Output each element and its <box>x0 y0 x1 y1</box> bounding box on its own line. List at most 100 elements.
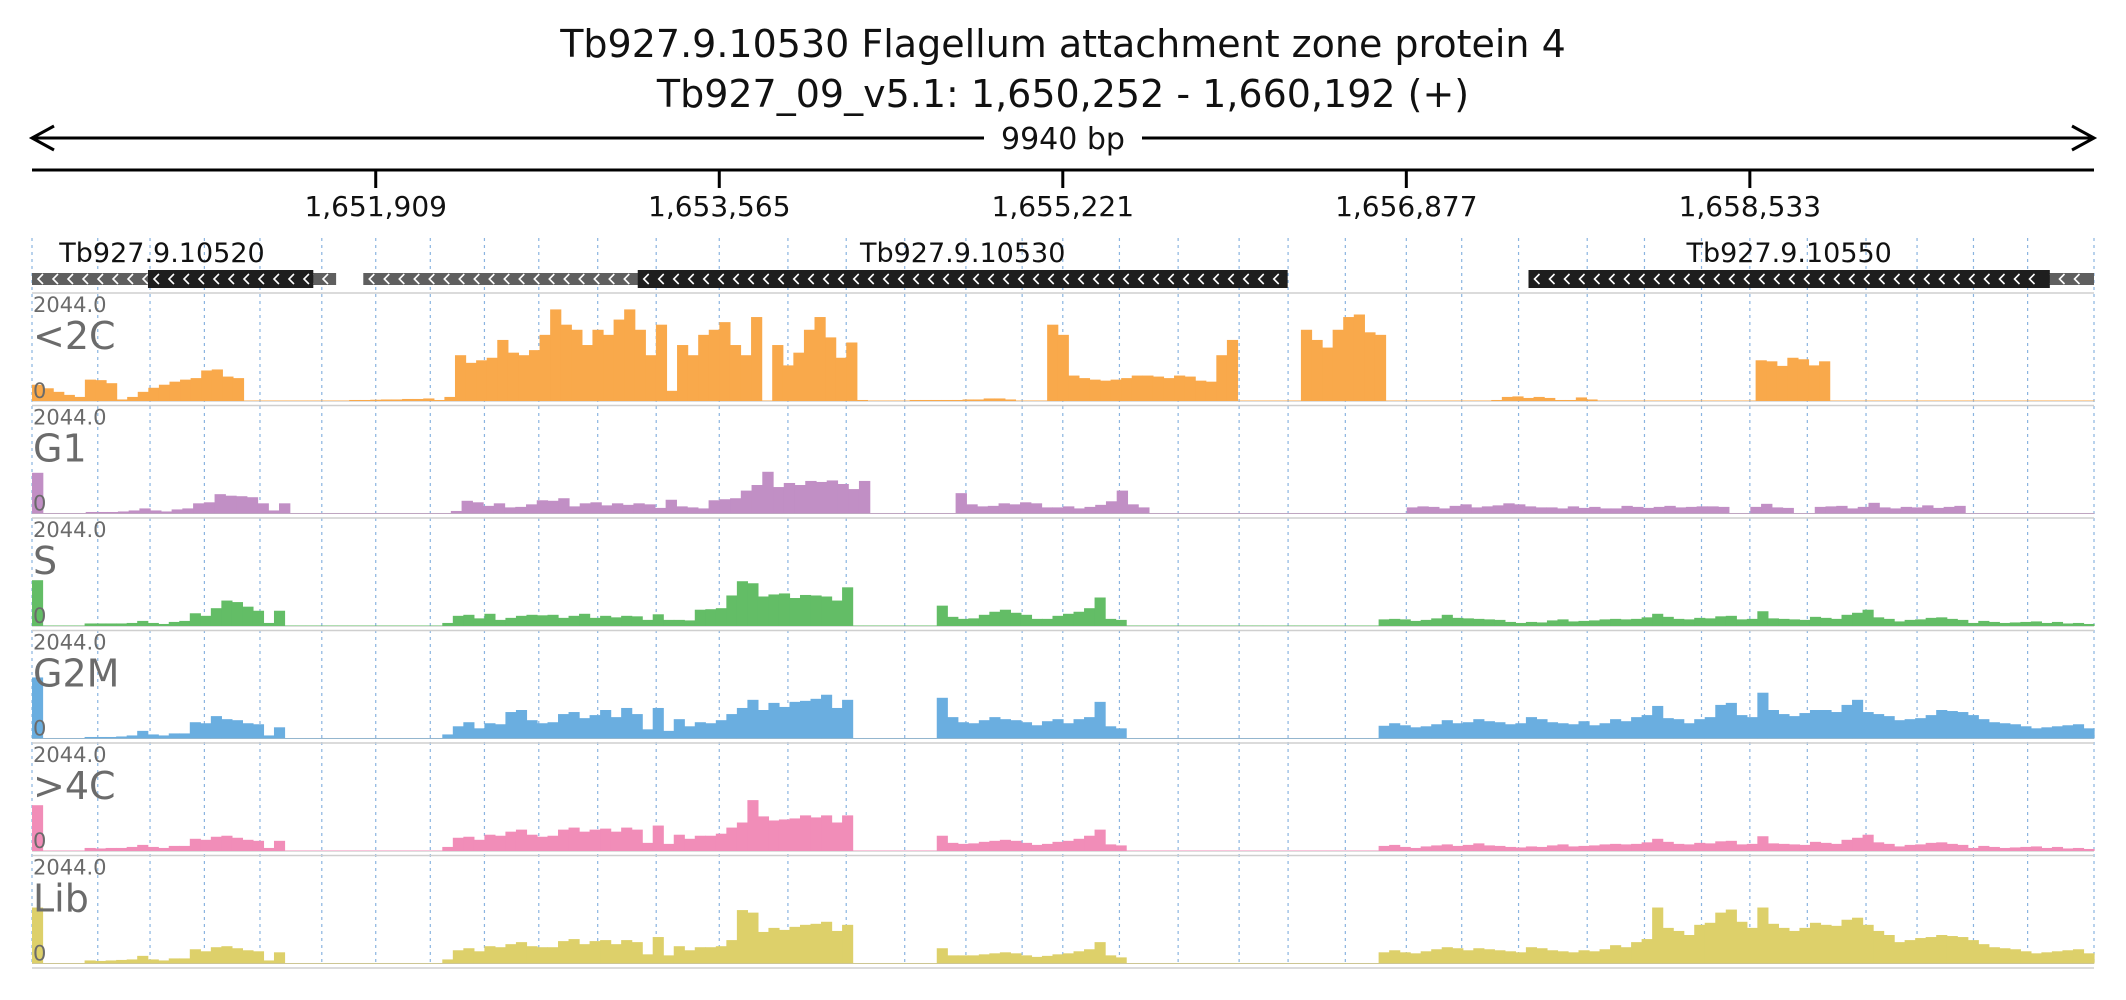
coverage-bar <box>877 400 890 401</box>
coverage-bar <box>947 955 959 964</box>
coverage-bar <box>867 400 879 401</box>
coverage-bar <box>1483 845 1495 851</box>
coverage-bar <box>558 617 570 626</box>
coverage-bar <box>32 580 44 626</box>
coverage-bar <box>1578 620 1590 626</box>
coverage-bar <box>472 502 484 514</box>
strand-chevron <box>257 273 265 285</box>
coverage-bar <box>842 699 854 739</box>
coverage-bar <box>2019 400 2032 401</box>
coverage-bar <box>1557 619 1569 626</box>
coverage-bar <box>1241 962 1253 964</box>
coverage-bar <box>2041 400 2053 401</box>
coverage-bar <box>2051 846 2064 851</box>
coverage-bar <box>715 946 727 964</box>
coverage-bar <box>1883 935 1895 964</box>
coverage-bar <box>2029 512 2041 514</box>
coverage-bar <box>1336 625 1348 626</box>
coverage-bar <box>642 842 654 851</box>
coverage-bar <box>1936 935 1948 964</box>
coverage-bar <box>1357 850 1369 851</box>
strand-chevron <box>2073 273 2081 285</box>
coverage-bar <box>676 506 688 514</box>
coverage-bar <box>484 834 496 851</box>
coverage-bar <box>645 355 657 401</box>
gene-cds <box>637 270 1288 288</box>
coverage-bar <box>64 512 76 514</box>
coverage-bar <box>150 510 162 514</box>
coverage-bar <box>1914 400 1926 401</box>
coverage-bar <box>1894 846 1906 851</box>
coverage-bar <box>254 400 266 401</box>
coverage-bar <box>1879 507 1891 514</box>
coverage-bar <box>1852 837 1864 851</box>
coverage-bar <box>1999 948 2011 964</box>
strand-chevron <box>443 273 450 285</box>
coverage-bar <box>558 829 570 851</box>
coverage-bar <box>1704 717 1716 739</box>
coverage-bar <box>1515 723 1527 739</box>
coverage-bar <box>273 727 286 739</box>
coverage-bar <box>968 723 980 739</box>
coverage-bar <box>1304 962 1317 964</box>
coverage-bar <box>1020 955 1033 964</box>
coverage-bar <box>1462 844 1474 851</box>
coverage-bar <box>1546 722 1559 739</box>
coverage-bar <box>726 827 738 851</box>
strand-chevron <box>141 273 149 285</box>
coverage-bar <box>2061 512 2074 514</box>
coverage-bar <box>884 737 896 739</box>
coverage-bar <box>1084 608 1096 626</box>
coverage-bar <box>644 504 656 514</box>
coverage-bar <box>1213 512 1225 514</box>
coverage-bar <box>558 714 570 739</box>
coverage-bar <box>473 839 485 851</box>
coverage-bar <box>1525 621 1538 626</box>
axis-tick-label: 1,653,565 <box>648 190 791 223</box>
coverage-bar <box>1389 950 1401 964</box>
coverage-bar <box>694 947 706 964</box>
coverage-bar <box>452 726 464 739</box>
coverage-bar <box>201 370 213 401</box>
strand-chevron <box>1197 273 1205 285</box>
coverage-bar <box>673 946 685 964</box>
coverage-bar <box>1234 512 1247 514</box>
coverage-bar <box>1967 715 1979 739</box>
coverage-bar <box>1599 949 1611 964</box>
coverage-bar <box>221 946 233 964</box>
coverage-bar <box>1554 399 1566 401</box>
coverage-bar <box>379 962 391 964</box>
coverage-bar <box>1641 715 1653 739</box>
coverage-bar <box>1226 339 1239 401</box>
strand-chevron <box>1788 273 1796 285</box>
coverage-bar <box>1904 844 1916 851</box>
coverage-bar <box>402 398 414 401</box>
coverage-bar <box>358 737 370 739</box>
coverage-bar <box>1036 400 1048 401</box>
coverage-bar <box>107 511 119 514</box>
coverage-bar <box>1998 400 2011 401</box>
coverage-bar <box>1525 947 1538 964</box>
coverage-bar <box>410 850 422 851</box>
coverage-bar <box>663 730 675 739</box>
coverage-bar <box>105 960 117 964</box>
coverage-bar <box>231 602 244 626</box>
coverage-bar <box>210 836 222 851</box>
coverage-bar <box>941 399 953 401</box>
coverage-bar <box>719 499 731 514</box>
strand-chevron <box>1152 273 1160 285</box>
coverage-bar <box>905 962 917 964</box>
coverage-bar <box>673 619 685 626</box>
coverage-bar <box>1767 843 1779 851</box>
coverage-bar <box>316 850 328 851</box>
coverage-bar <box>200 839 212 851</box>
coverage-bar <box>1368 737 1380 739</box>
coverage-bar <box>673 834 685 851</box>
coverage-bar <box>1954 505 1966 514</box>
coverage-bar <box>983 398 995 401</box>
track-max-label: 2044.0 <box>33 743 106 767</box>
axis-tick-label: 1,655,221 <box>992 190 1135 223</box>
strand-chevron <box>1893 273 1901 285</box>
coverage-bar <box>1178 962 1190 964</box>
coverage-bar <box>536 500 549 514</box>
